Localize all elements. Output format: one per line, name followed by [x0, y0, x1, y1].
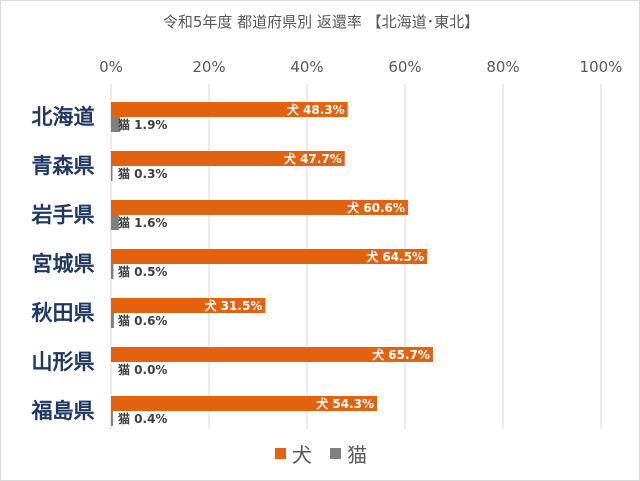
bar-dog	[111, 151, 345, 166]
legend-item-dog: 犬	[274, 439, 312, 468]
bar-cat	[111, 117, 121, 132]
category-label: 宮城県	[32, 252, 95, 276]
legend-swatch-cat	[330, 448, 342, 459]
bar-cat	[111, 166, 113, 181]
x-tick-label: 60%	[388, 58, 421, 76]
data-label-dog: 犬 64.5%	[366, 249, 424, 264]
category-label: 山形県	[32, 350, 95, 374]
plot-area: 0% 20% 40% 60% 80% 100% 北海道 犬 48.3% 猫 1.9% 青森県 犬 4…	[31, 58, 623, 429]
bar-cat	[111, 313, 114, 328]
chart-title: 令和5年度 都道府県別 返還率 【北海道･東北】	[162, 13, 480, 31]
bar-dog	[111, 249, 428, 264]
bar-cat	[111, 215, 119, 230]
category-label: 岩手県	[31, 203, 95, 227]
data-label-cat: 猫 0.5%	[118, 264, 167, 279]
legend-label-dog: 犬	[291, 443, 312, 467]
bar-dog	[111, 102, 348, 117]
bar-dog	[111, 298, 266, 313]
bar-dog	[111, 396, 378, 411]
bar-dog	[111, 347, 433, 362]
legend-label-cat: 猫	[347, 443, 368, 467]
x-tick-label: 100%	[580, 58, 623, 76]
data-label-dog: 犬 31.5%	[205, 298, 263, 313]
legend-swatch-dog	[274, 448, 286, 459]
data-label-dog: 犬 54.3%	[316, 396, 374, 411]
x-tick-label: 0%	[99, 58, 123, 76]
data-label-cat: 猫 0.3%	[118, 166, 167, 181]
x-tick-label: 40%	[290, 58, 323, 76]
legend-item-cat: 猫	[330, 439, 367, 468]
data-label-dog: 犬 48.3%	[287, 102, 345, 117]
bar-cat	[111, 411, 113, 426]
data-label-cat: 猫 1.9%	[118, 117, 167, 132]
data-label-cat: 猫 1.6%	[118, 215, 167, 230]
category-label: 福島県	[31, 399, 95, 423]
data-label-cat: 猫 0.0%	[118, 362, 167, 377]
data-label-cat: 猫 0.4%	[118, 411, 167, 426]
x-tick-label: 20%	[192, 58, 225, 76]
data-label-dog: 犬 65.7%	[372, 347, 430, 362]
data-label-dog: 犬 60.6%	[347, 200, 405, 215]
data-label-dog: 犬 47.7%	[284, 151, 342, 166]
category-label: 青森県	[32, 154, 95, 178]
category-label: 秋田県	[32, 301, 95, 325]
x-tick-label: 80%	[486, 58, 519, 76]
category-label: 北海道	[32, 105, 95, 129]
data-label-cat: 猫 0.6%	[118, 313, 167, 328]
bar-dog	[111, 200, 408, 215]
legend: 犬 猫	[1, 439, 640, 468]
bar-cat	[111, 264, 114, 279]
